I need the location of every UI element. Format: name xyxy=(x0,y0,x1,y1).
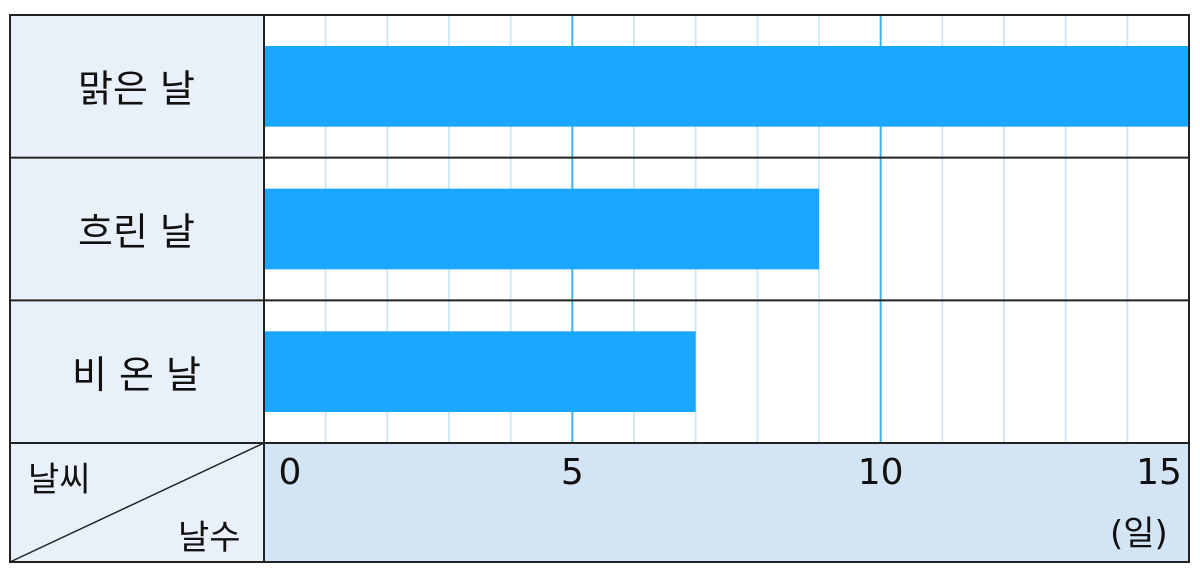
bar-0 xyxy=(264,46,1189,127)
category-label-cloudy: 흐린 날 xyxy=(10,157,263,299)
bar-2 xyxy=(264,331,696,412)
corner-header-weather: 날씨 xyxy=(28,460,91,500)
x-tick-label: 5 xyxy=(560,452,584,493)
outer-border xyxy=(9,14,1190,563)
x-tick-label: 15 xyxy=(1136,452,1182,493)
bar-1 xyxy=(264,188,819,270)
corner-header-days: 날수 xyxy=(178,518,241,558)
x-axis-strip xyxy=(264,443,1189,562)
category-label-rainy: 비 온 날 xyxy=(10,300,263,442)
x-axis-unit: (일) xyxy=(1110,514,1168,554)
x-tick-label: 0 xyxy=(278,452,302,493)
category-label-sunny: 맑은 날 xyxy=(10,15,263,156)
x-tick-label: 10 xyxy=(857,452,904,493)
corner-diagonal xyxy=(9,442,265,563)
